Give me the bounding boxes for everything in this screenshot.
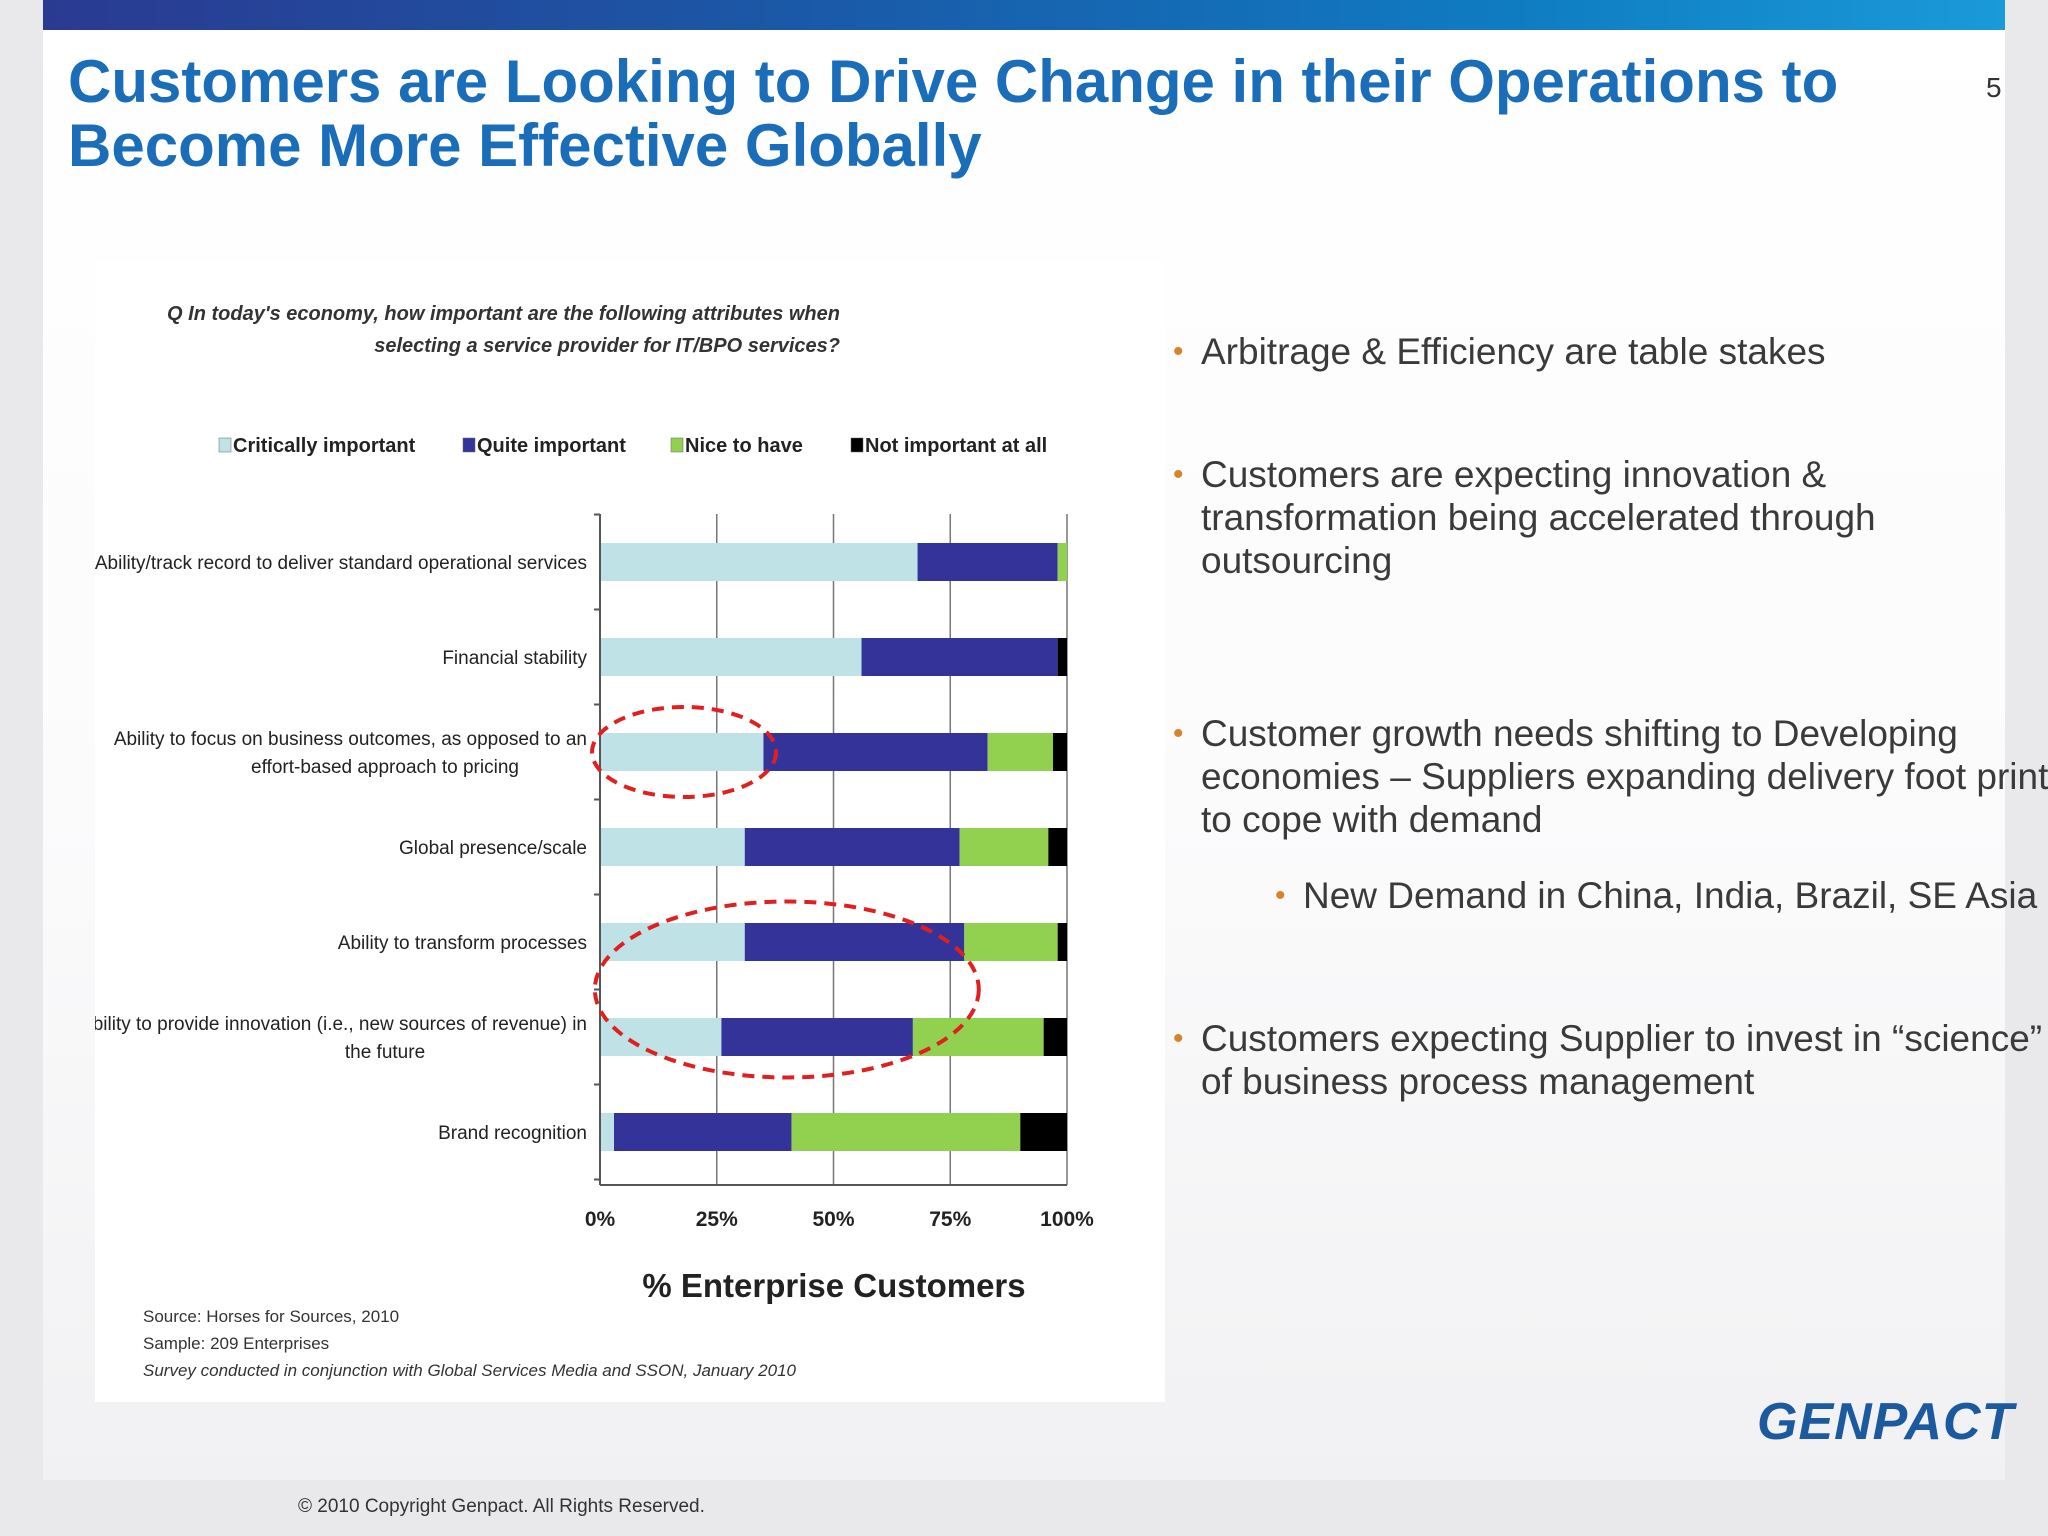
highlight-ellipse [590, 705, 779, 799]
legend-label: Nice to have [685, 435, 803, 457]
bar-segment [1043, 1018, 1067, 1056]
bar-segment [1048, 828, 1067, 866]
title-line-2: Become More Effective Globally [68, 112, 982, 179]
bullet-list: • Arbitrage & Efficiency are table stake… [1173, 330, 2048, 1103]
chart-question-line-1: Q In today's economy, how important are … [167, 303, 840, 325]
category-label: Ability to transform processes [338, 933, 587, 954]
chart-panel: Q In today's economy, how important are … [80, 262, 1165, 1402]
bar-segment [1020, 1113, 1067, 1151]
bullet-text: Arbitrage & Efficiency are table stakes [1201, 331, 1826, 372]
highlight-ellipse [592, 899, 981, 1080]
category-label: Ability to focus on business outcomes, a… [114, 729, 587, 750]
chart-legend: Critically important Quite important Nice … [218, 435, 1047, 457]
category-label: the future [345, 1042, 425, 1063]
page-title: Customers are Looking to Drive Change in… [68, 50, 1928, 178]
bar-segment [917, 543, 1058, 581]
chart-x-tick-labels: 0% 25% 50% 75% 100% [585, 1208, 1094, 1231]
chart-axes [594, 513, 1067, 1186]
bar-segment [600, 1113, 615, 1151]
bar-segment [614, 1113, 792, 1151]
bar-segment [600, 733, 764, 771]
source-note: Survey conducted in conjunction with Glo… [143, 1361, 797, 1380]
genpact-logo: GENPACT [1757, 1393, 2015, 1451]
page-number: 5 [1986, 72, 2002, 103]
bar-segment [1057, 923, 1067, 961]
bullet-dot-icon: • [1173, 717, 1184, 750]
x-tick-label: 25% [696, 1208, 738, 1231]
bar-segment [600, 1018, 722, 1056]
x-tick-label: 0% [585, 1208, 616, 1231]
bar-segment [744, 828, 960, 866]
bar-segment [744, 923, 965, 961]
bullet-item: • Customers expecting Supplier to invest… [1173, 1017, 2048, 1103]
bar-segment [1057, 543, 1067, 581]
slide: Customers are Looking to Drive Change in… [43, 0, 2048, 1480]
bar-segment [721, 1018, 913, 1056]
bullet-item: • Customers are expecting innovation & t… [1173, 453, 2048, 582]
x-tick-label: 100% [1040, 1208, 1094, 1231]
chart-bars [600, 543, 1067, 1151]
bar-segment [1057, 638, 1067, 676]
bullet-item: • Customer growth needs shifting to Deve… [1173, 712, 2048, 841]
legend-label: Quite important [477, 435, 626, 457]
source-note: Sample: 209 Enterprises [143, 1334, 329, 1353]
bar-segment [959, 828, 1049, 866]
category-label: Financial stability [442, 648, 587, 669]
bullet-dot-icon: • [1173, 1022, 1184, 1055]
bar-segment [964, 923, 1058, 961]
bullet-dot-icon: • [1275, 879, 1286, 912]
copyright-footer: © 2010 Copyright Genpact. All Rights Res… [298, 1496, 705, 1517]
bullet-text: Customers expecting Supplier to invest i… [1201, 1018, 2043, 1102]
bar-segment [600, 923, 745, 961]
header-bar [43, 0, 2005, 30]
category-label: Ability to provide innovation (i.e., new… [95, 1014, 587, 1035]
bar-segment [600, 828, 745, 866]
bar-segment [600, 638, 862, 676]
bullet-dot-icon: • [1173, 458, 1184, 491]
x-tick-label: 75% [929, 1208, 971, 1231]
bar-segment [791, 1113, 1021, 1151]
legend-swatch [218, 437, 232, 453]
legend-swatch [670, 437, 684, 453]
bullet-item: • Arbitrage & Efficiency are table stake… [1173, 330, 2048, 373]
chart-source-notes: Source: Horses for Sources, 2010 Sample: … [143, 1307, 797, 1380]
chart-x-axis-label: % Enterprise Customers [642, 1267, 1025, 1304]
category-label: Brand recognition [438, 1123, 587, 1144]
legend-swatch [462, 437, 476, 453]
bar-segment [861, 638, 1058, 676]
bar-segment [1052, 733, 1067, 771]
bar-segment [600, 543, 918, 581]
stacked-bar-chart: Q In today's economy, how important are … [80, 303, 1094, 1380]
chart-category-labels: Ability/track record to deliver standard… [80, 553, 587, 1144]
x-tick-label: 50% [812, 1208, 854, 1231]
bullet-text: New Demand in China, India, Brazil, SE A… [1303, 875, 2038, 916]
sub-bullet-item: • New Demand in China, India, Brazil, SE… [1275, 874, 2048, 917]
bullet-text: Customers are expecting innovation & tra… [1201, 454, 1876, 581]
bullet-text: Customer growth needs shifting to Develo… [1201, 713, 2048, 840]
bullet-dot-icon: • [1173, 335, 1184, 368]
chart-highlight-annotations [590, 705, 981, 1080]
legend-label: Not important at all [865, 435, 1047, 457]
bar-segment [763, 733, 988, 771]
category-label: Global presence/scale [399, 838, 587, 859]
category-label: Ability/track record to deliver standard… [95, 553, 587, 574]
category-label: effort-based approach to pricing [251, 757, 519, 778]
title-line-1: Customers are Looking to Drive Change in… [68, 48, 1839, 115]
bar-segment [912, 1018, 1044, 1056]
chart-question-line-2: selecting a service provider for IT/BPO … [374, 335, 840, 357]
legend-label: Critically important [233, 435, 416, 457]
bar-segment [987, 733, 1053, 771]
legend-swatch [850, 437, 864, 453]
source-note: Source: Horses for Sources, 2010 [143, 1307, 399, 1326]
